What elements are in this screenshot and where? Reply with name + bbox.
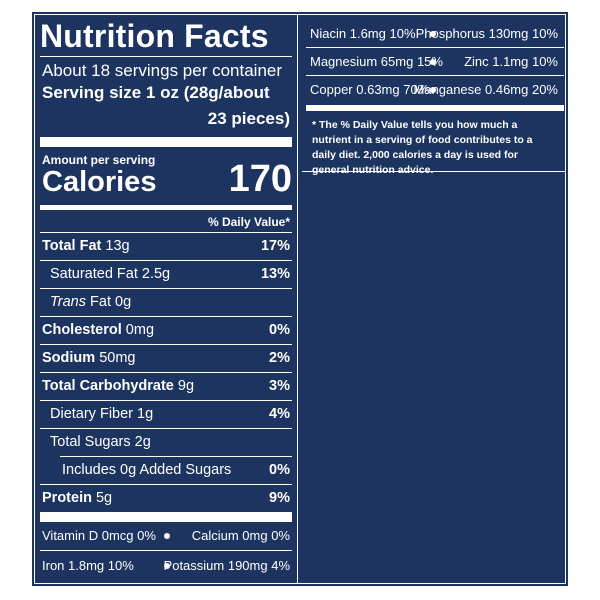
medium-divider <box>40 205 292 210</box>
bullet-icon <box>164 563 170 569</box>
niacin: Niacin 1.6mg 10% <box>310 26 416 41</box>
calories-label: Calories <box>42 166 157 198</box>
rule <box>40 372 292 373</box>
cholesterol-row: Cholesterol 0mg <box>42 322 154 338</box>
amount-per-serving: Amount per serving <box>42 153 156 167</box>
trans-fat-rest: Fat 0g <box>90 294 132 310</box>
trans-fat-row: Trans Fat 0g <box>50 294 131 310</box>
saturated-fat-dv: 13% <box>260 266 290 282</box>
sodium-row: Sodium 50mg <box>42 350 135 366</box>
rule <box>40 344 292 345</box>
total-fat-name: Total Fat <box>42 238 102 254</box>
rule <box>40 316 292 317</box>
iron: Iron 1.8mg 10% <box>42 558 134 573</box>
added-sugars-name: Includes 0g Added Sugars <box>62 462 232 478</box>
saturated-fat-name: Saturated Fat 2.5g <box>50 266 171 282</box>
thick-divider <box>40 137 292 147</box>
phosphorus: Phosphorus 130mg 10% <box>415 26 558 41</box>
potassium: Potassium 190mg 4% <box>163 558 290 573</box>
vitamin-d: Vitamin D 0mcg 0% <box>42 528 156 543</box>
total-carbohydrate-row: Total Carbohydrate 9g <box>42 378 194 394</box>
rule <box>40 550 292 551</box>
panel-outline <box>34 14 566 584</box>
serving-size-line1: Serving size 1 oz (28g/about <box>42 83 270 102</box>
cholesterol-name: Cholesterol <box>42 322 122 338</box>
sodium-amount: 50mg <box>99 350 136 366</box>
serving-size-line2: 23 pieces) <box>207 109 290 128</box>
bullet-icon <box>430 59 436 65</box>
copper: Copper 0.63mg 70% <box>310 82 430 97</box>
manganese: Manganese 0.46mg 20% <box>413 82 558 97</box>
title-rule <box>40 56 292 57</box>
bullet-icon <box>430 31 436 37</box>
rule <box>306 47 564 48</box>
rule <box>40 260 292 261</box>
bullet-icon <box>164 533 170 539</box>
daily-value-footnote: * The % Daily Value tells you how much a… <box>312 119 533 176</box>
rule <box>40 288 292 289</box>
protein-amount: 5g <box>95 490 113 506</box>
sodium-name: Sodium <box>42 350 96 366</box>
total-sugars-name: Total Sugars 2g <box>50 434 151 450</box>
daily-value-header: % Daily Value* <box>207 215 290 229</box>
total-fat-row: Total Fat 13g <box>42 238 130 254</box>
dietary-fiber-name: Dietary Fiber 1g <box>50 406 154 422</box>
rule <box>40 428 292 429</box>
total-carbohydrate-dv: 3% <box>269 378 290 394</box>
rule <box>60 456 292 457</box>
protein-row: Protein 5g <box>42 490 112 506</box>
rule <box>40 232 292 233</box>
thick-divider <box>40 512 292 522</box>
added-sugars-dv: 0% <box>269 462 290 478</box>
thick-divider <box>306 105 564 111</box>
magnesium: Magnesium 65mg 15% <box>310 54 443 69</box>
cholesterol-amount: 0mg <box>125 322 155 338</box>
total-fat-amount: 13g <box>105 238 130 254</box>
total-carbohydrate-name: Total Carbohydrate <box>42 378 174 394</box>
rule <box>40 400 292 401</box>
right-column-box <box>302 14 566 172</box>
rule <box>40 484 292 485</box>
total-carbohydrate-amount: 9g <box>177 378 195 394</box>
protein-name: Protein <box>42 490 92 506</box>
calories-value: 170 <box>228 158 292 200</box>
zinc: Zinc 1.1mg 10% <box>464 54 558 69</box>
sodium-dv: 2% <box>269 350 290 366</box>
total-fat-dv: 17% <box>260 238 290 254</box>
nutrition-facts-title: Nutrition Facts <box>40 18 269 54</box>
protein-dv: 9% <box>269 490 290 506</box>
trans-fat-italic: Trans <box>50 294 86 310</box>
dietary-fiber-dv: 4% <box>269 406 290 422</box>
left-column <box>34 14 298 584</box>
cholesterol-dv: 0% <box>269 322 290 338</box>
rule <box>306 75 564 76</box>
calcium: Calcium 0mg 0% <box>191 528 290 543</box>
bullet-icon <box>430 87 436 93</box>
servings-per-container: About 18 servings per container <box>42 61 283 80</box>
